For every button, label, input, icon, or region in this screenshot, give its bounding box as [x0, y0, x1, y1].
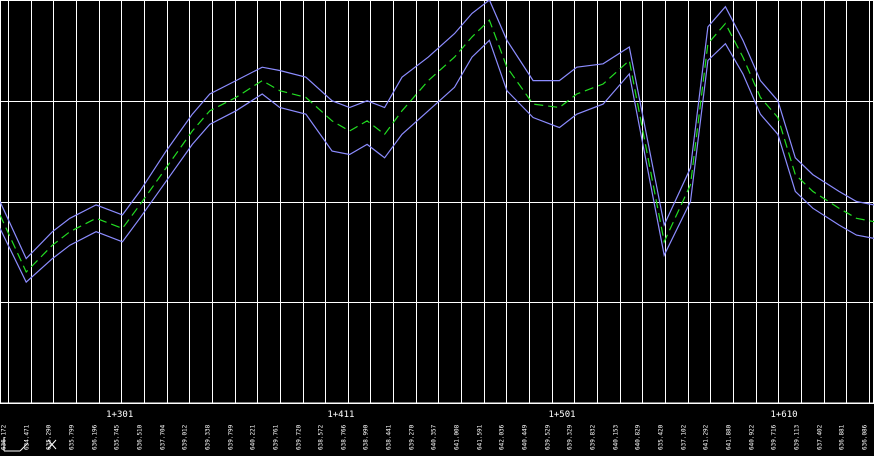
station-elevation-label: 634.471 — [24, 424, 31, 450]
station-elevation-label: 636.196 — [92, 424, 99, 450]
station-elevation-label: 635.745 — [114, 424, 121, 450]
station-elevation-label: 640.357 — [431, 424, 438, 450]
chainage-labels: 1+301 1+411 1+501 1+610 — [106, 410, 797, 420]
station-elevation-label: 639.716 — [771, 424, 778, 450]
station-elevation-label: 641.292 — [703, 424, 710, 450]
chainage-label: 1+301 — [106, 410, 133, 420]
station-elevation-label: 637.102 — [681, 424, 688, 450]
chainage-label: 1+501 — [548, 410, 575, 420]
lower-offset-series — [0, 39, 874, 284]
station-elevation-label: 639.270 — [409, 424, 416, 450]
station-elevation-label: 637.704 — [160, 424, 167, 450]
station-elevation-label: 642.036 — [499, 424, 506, 450]
station-elevation-label: 641.880 — [726, 424, 733, 450]
station-elevation-label: 639.529 — [545, 424, 552, 450]
station-elevation-label: 636.881 — [839, 424, 846, 450]
station-elevation-label: 636.510 — [137, 424, 144, 450]
station-elevation-label: 639.329 — [567, 424, 574, 450]
station-elevation-label: 637.402 — [817, 424, 824, 450]
elevation-labels: 636.172634.471635.290635.799636.196635.7… — [1, 424, 869, 450]
station-elevation-label: 635.799 — [69, 424, 76, 450]
station-elevation-label: 639.761 — [273, 424, 280, 450]
station-elevation-label: 639.720 — [296, 424, 303, 450]
station-elevation-label: 635.420 — [658, 424, 665, 450]
station-elevation-label: 638.766 — [341, 424, 348, 450]
station-elevation-label: 639.799 — [228, 424, 235, 450]
station-elevation-label: 640.449 — [522, 424, 529, 450]
station-elevation-label: 639.338 — [205, 424, 212, 450]
grid — [0, 0, 874, 404]
station-elevation-label: 636.086 — [862, 424, 869, 450]
center-line-series — [0, 19, 874, 274]
station-elevation-label: 640.829 — [635, 424, 642, 450]
profile-lines — [0, 0, 874, 284]
station-elevation-label: 640.922 — [749, 424, 756, 450]
station-elevation-label: 640.221 — [250, 424, 257, 450]
station-elevation-label: 639.113 — [794, 424, 801, 450]
station-elevation-label: 639.832 — [590, 424, 597, 450]
upper-offset-series — [0, 0, 874, 260]
station-elevation-label: 635.290 — [46, 424, 53, 450]
ucs-axis-icon — [3, 437, 57, 452]
station-elevation-label: 639.012 — [182, 424, 189, 450]
station-elevation-label: 638.990 — [363, 424, 370, 450]
chainage-label: 1+610 — [770, 410, 797, 420]
station-elevation-label: 641.008 — [454, 424, 461, 450]
station-elevation-label: 638.441 — [386, 424, 393, 450]
station-elevation-label: 640.153 — [613, 424, 620, 450]
chainage-label: 1+411 — [327, 410, 354, 420]
station-elevation-label: 638.572 — [318, 424, 325, 450]
station-elevation-label: 641.591 — [477, 424, 484, 450]
